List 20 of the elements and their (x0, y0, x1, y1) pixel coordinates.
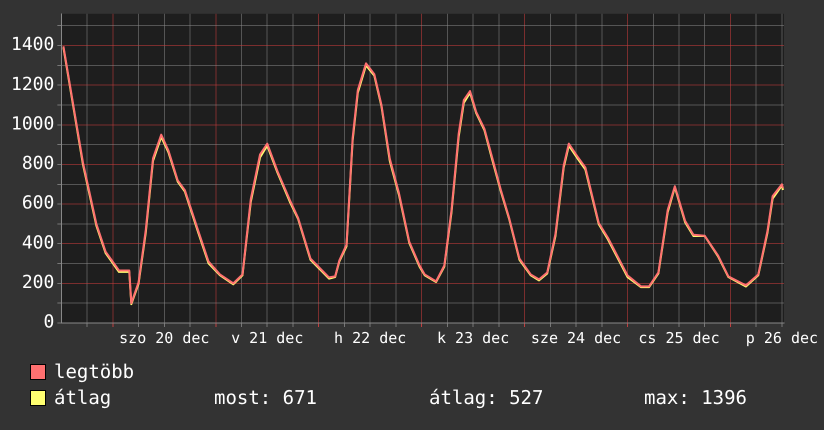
x-tick-label: cs 25 dec (638, 328, 720, 347)
y-tick-label: 800 (22, 153, 54, 174)
y-tick-label: 200 (22, 272, 54, 294)
x-tick-label: p 26 dec (746, 328, 818, 347)
x-tick-label: sze 24 dec (530, 328, 622, 347)
y-tick-label: 1000 (10, 113, 54, 134)
text: most: 671 (214, 386, 318, 411)
x-tick-label: k 23 dec (436, 328, 510, 347)
x-tick-label: v 21 dec (231, 328, 304, 347)
y-tick-label: 400 (22, 232, 54, 254)
x-tick-label: szo 20 dec (119, 328, 210, 347)
y-tick-label: 600 (22, 192, 54, 214)
y-tick-label: 1200 (10, 74, 54, 95)
x-tick-label: h 22 dec (334, 328, 406, 347)
legend-label: átlag (54, 386, 112, 411)
y-tick-label: 0 (44, 312, 54, 333)
text: átlag: 527 (429, 386, 544, 411)
legend-label: legtöbb (54, 360, 136, 385)
text: max: 1396 (644, 386, 748, 411)
y-tick-label: 1400 (10, 34, 54, 56)
